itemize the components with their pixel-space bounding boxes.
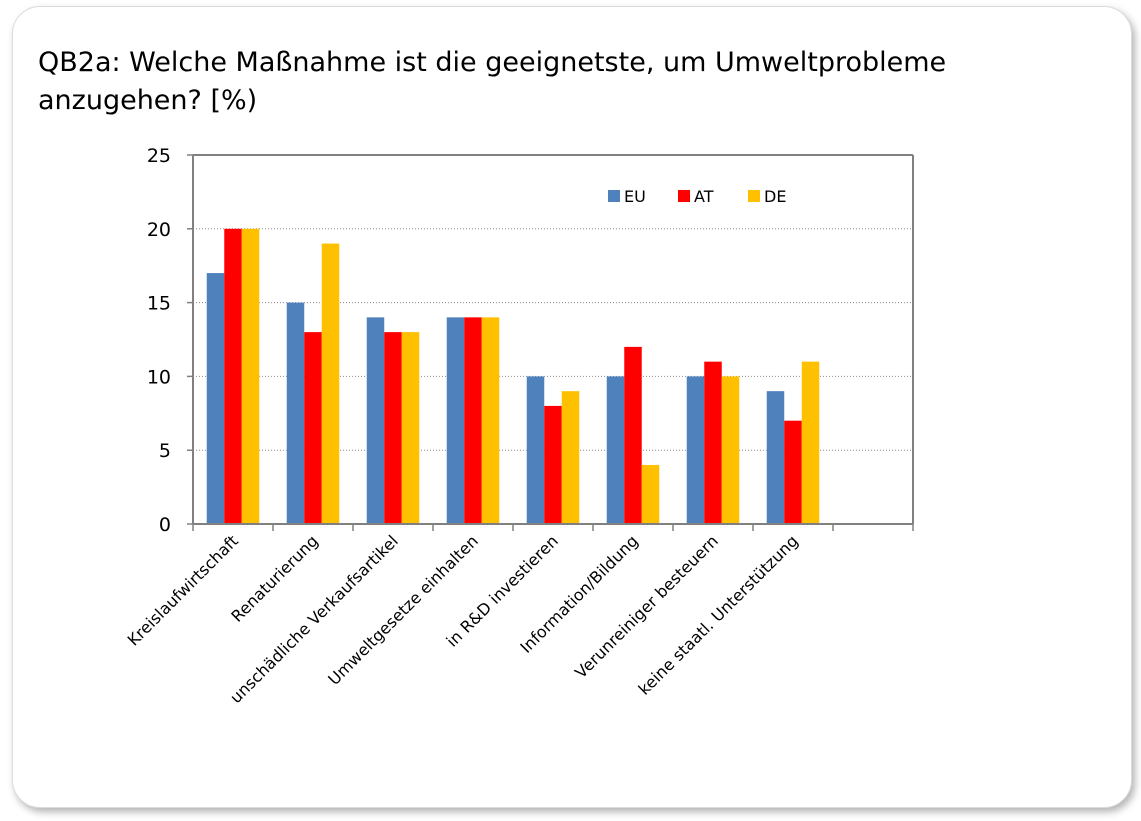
bar-de [401,332,420,524]
bar-at [224,228,242,525]
legend-label-at: AT [694,187,714,206]
x-tick-labels: KreislaufwirtschaftRenaturierungunschädl… [124,531,802,707]
axes [187,154,914,531]
bar-eu [286,302,305,524]
bar-at [384,332,402,524]
x-tick-label: Verunreiniger besteuern [571,531,722,682]
y-tick-label: 20 [147,219,171,241]
bar-de [801,361,820,524]
x-tick-label: Kreislaufwirtschaft [124,531,242,649]
y-tick-label: 0 [159,514,171,536]
bar-eu [446,317,465,524]
bar-at [464,317,482,524]
bars [206,228,820,525]
bar-eu [366,317,385,524]
y-tick-labels: 0 5 10 15 20 25 [147,145,171,536]
bar-de [721,376,740,524]
bar-eu [766,391,785,524]
bar-eu [206,273,225,524]
bar-eu [526,376,545,524]
slide-title: QB2a: Welche Maßnahme ist die geeignetst… [38,47,947,116]
y-tick-label: 25 [147,145,171,167]
bar-de [641,464,660,524]
bar-at [304,332,322,524]
legend-swatch-eu [608,190,620,202]
x-tick-label: keine staatl. Unterstützung [635,531,802,698]
legend: EU AT DE [608,187,786,206]
bar-eu [606,376,625,524]
y-tick-label: 10 [147,366,171,388]
legend-label-de: DE [764,187,786,206]
bar-de [321,243,340,524]
legend-label-eu: EU [624,187,646,206]
legend-swatch-de [748,190,760,202]
bar-at [544,405,562,524]
bar-eu [686,376,705,524]
legend-swatch-at [678,190,690,202]
bar-de [481,317,500,524]
y-tick-label: 5 [159,440,171,462]
x-tick-label: Umweltgesetze einhalten [324,531,482,689]
x-tick-label: unschädliche Verkaufsartikel [226,531,402,707]
bar-de [561,391,580,524]
bar-at [624,346,642,524]
bar-at [784,420,802,524]
bar-at [704,361,722,524]
y-tick-label: 15 [147,293,171,315]
bar-de [241,228,260,525]
